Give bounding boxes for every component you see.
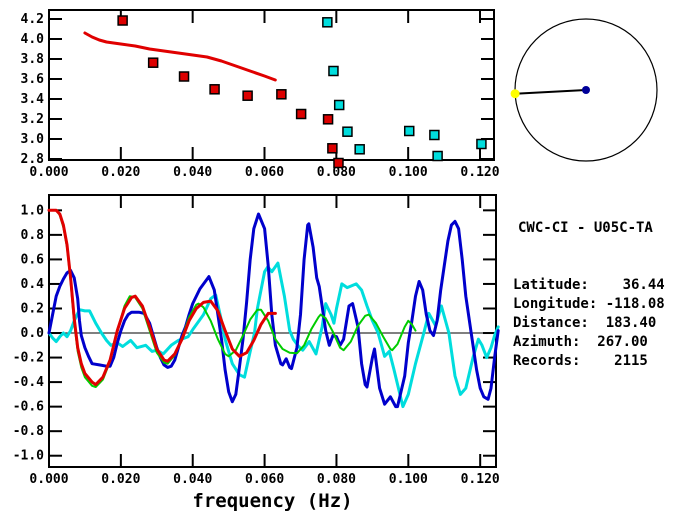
x-tick-label: 0.100 (389, 165, 428, 180)
model-dispersion-curve (83, 31, 277, 82)
y-tick-label: -0.6 (13, 400, 44, 415)
x-tick-label: 0.120 (461, 472, 500, 487)
y-tick-label: 0.4 (21, 277, 45, 292)
station-info-rows: Latitude: 36.44 Longitude: -118.08 Distanc… (513, 276, 665, 371)
cyan-square-measurements-point (476, 138, 487, 150)
y-tick-label: 0.6 (21, 252, 45, 267)
cyan-waveform (47, 261, 500, 409)
y-tick-label: 2.8 (21, 152, 45, 167)
cyan-square-measurements-point (403, 125, 415, 137)
cyan-square-measurements-point (342, 126, 353, 137)
phase-velocity-dispersion-frame (48, 9, 495, 161)
station-info-line: Longitude: -118.08 (513, 296, 665, 312)
azimuth-end-dot (510, 89, 520, 99)
y-tick-label: 0.0 (21, 326, 45, 341)
x-tick-label: 0.100 (389, 472, 428, 487)
red-square-measurements-point (276, 89, 287, 100)
blue-waveform (47, 212, 500, 409)
y-tick-label: 4.2 (21, 12, 44, 27)
cyan-square-measurements-point (328, 65, 339, 77)
green-waveform (48, 209, 417, 388)
x-tick-label: 0.020 (101, 165, 140, 180)
y-tick-label: 3.8 (21, 52, 45, 67)
x-tick-label: 0.060 (245, 472, 284, 487)
red-square-measurements-point (147, 57, 159, 68)
y-tick-label: 0.2 (21, 301, 44, 316)
x-tick-label: 0.000 (29, 472, 68, 487)
red-square-measurements-point (327, 143, 338, 154)
red-square-measurements-point (209, 84, 220, 95)
red-square-measurements-point (295, 108, 307, 120)
cyan-square-measurements-point (432, 150, 443, 162)
x-tick-label: 0.080 (317, 165, 356, 180)
red-square-measurements-point (242, 90, 253, 101)
y-tick-label: 3.2 (21, 112, 44, 127)
x-tick-label: 0.080 (317, 472, 356, 487)
y-tick-label: -0.4 (13, 375, 44, 390)
x-tick-label: 0.000 (29, 165, 68, 180)
x-tick-label: 0.040 (173, 472, 212, 487)
azimuth-line (515, 89, 587, 95)
cyan-square-measurements-point (333, 99, 345, 111)
y-tick-label: 1.0 (21, 203, 45, 218)
x-tick-label: 0.060 (245, 165, 284, 180)
red-square-measurements-point (333, 157, 344, 169)
x-tick-label: 0.040 (173, 165, 212, 180)
station-info-line: Azimuth: 267.00 (513, 334, 648, 350)
red-square-measurements-point (117, 15, 128, 26)
station-info-line: Distance: 183.40 (513, 315, 657, 331)
y-tick-label: 0.8 (21, 228, 45, 243)
x-axis-label: frequency (Hz) (192, 490, 352, 512)
red-square-measurements-point (322, 114, 334, 125)
x-tick-label: 0.020 (101, 472, 140, 487)
red-square-measurements-point (178, 71, 190, 82)
y-tick-label: 3.0 (21, 132, 45, 147)
station-info-line: Records: 2115 (513, 353, 648, 369)
cyan-square-measurements-point (322, 17, 333, 28)
red-waveform (47, 208, 277, 387)
station-info-line: Latitude: 36.44 (513, 277, 665, 293)
y-tick-label: 3.6 (21, 72, 45, 87)
cyan-square-measurements-point (354, 144, 365, 155)
station-info: CWC-CI - U05C-TA Latitude: 36.44 Longitud… (513, 181, 665, 409)
cyan-square-measurements-point (429, 129, 440, 141)
station-pair-title: CWC-CI - U05C-TA (518, 220, 653, 236)
x-tick-label: 0.120 (460, 165, 499, 180)
y-tick-label: -0.8 (13, 424, 44, 439)
station-center-dot (582, 86, 590, 94)
y-tick-label: -1.0 (13, 449, 44, 464)
y-tick-label: 3.4 (21, 92, 45, 107)
y-tick-label: 4.0 (21, 32, 45, 47)
y-tick-label: -0.2 (13, 351, 44, 366)
